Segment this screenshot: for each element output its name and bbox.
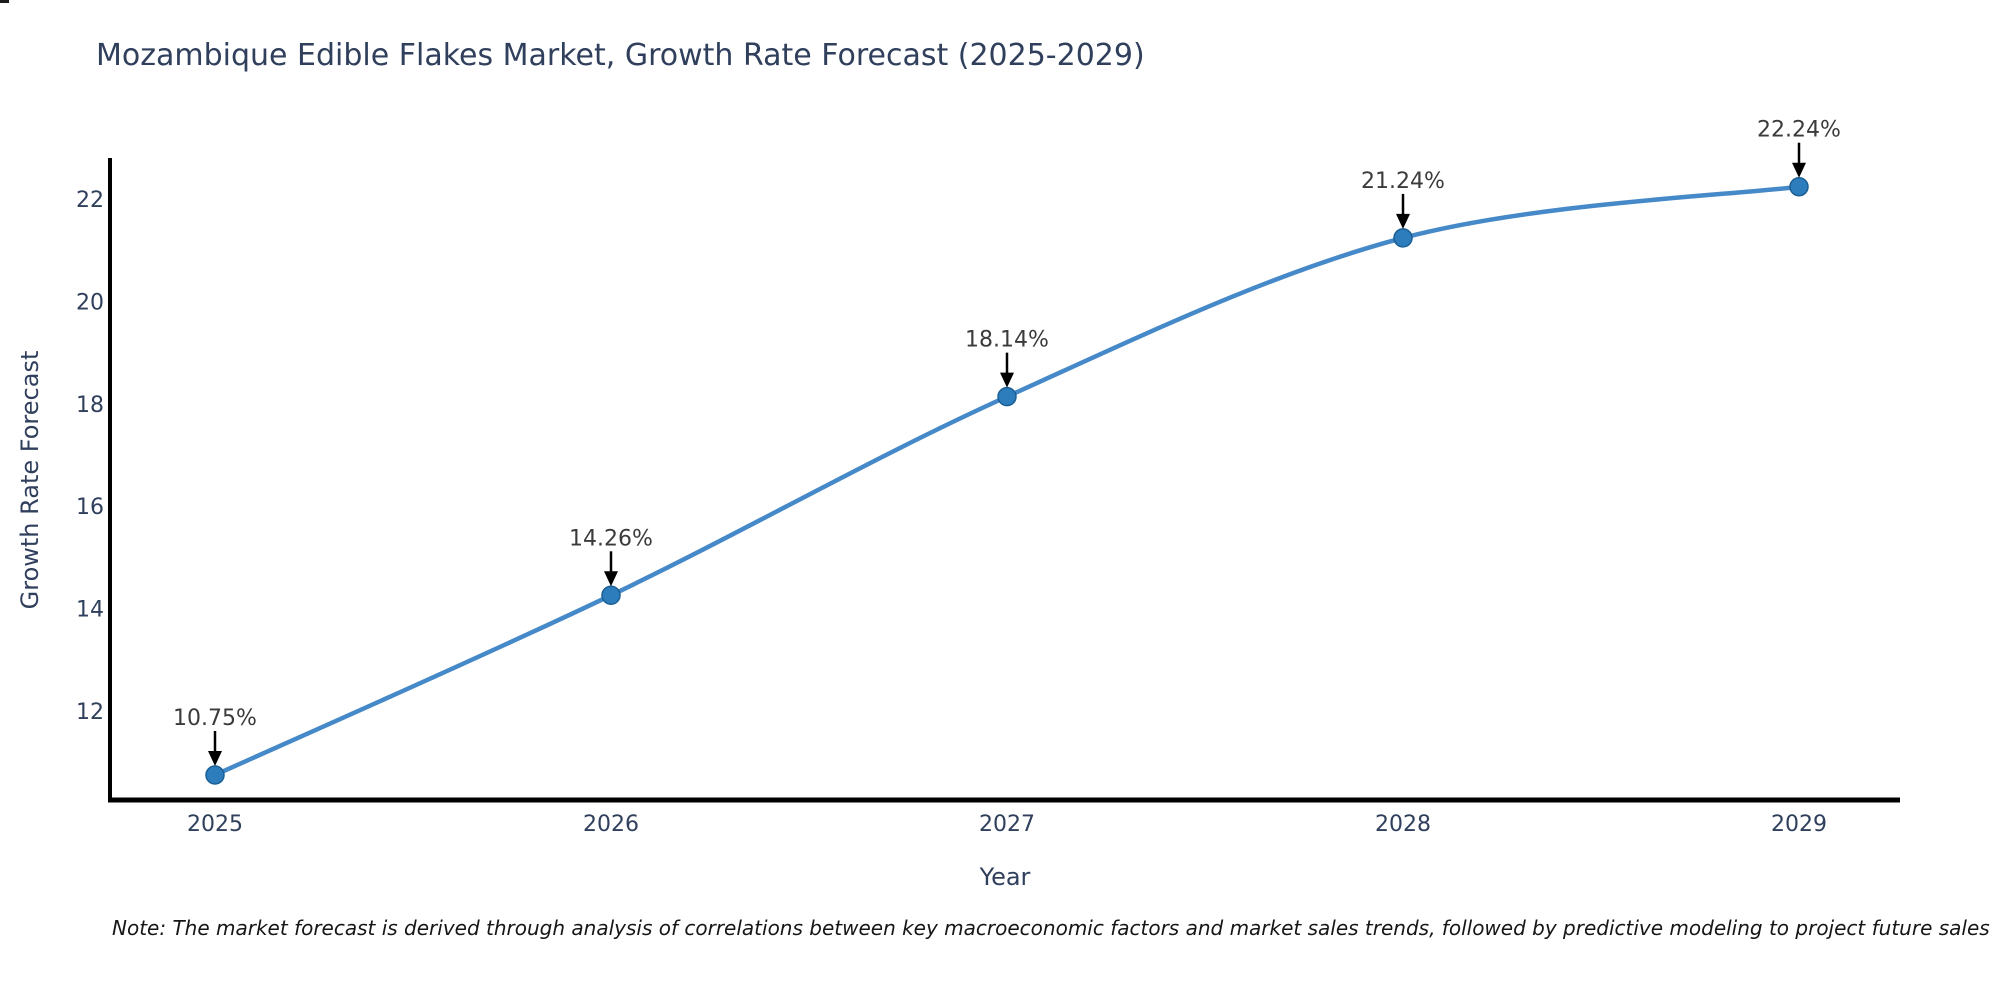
x-tick-label: 2029 xyxy=(1771,812,1827,837)
y-tick-label: 14 xyxy=(76,598,104,623)
data-label: 22.24% xyxy=(1757,118,1841,143)
annotation-arrow-head xyxy=(1792,162,1806,178)
y-axis-title: Growth Rate Forecast xyxy=(16,351,44,610)
chart-title: Mozambique Edible Flakes Market, Growth … xyxy=(96,38,1145,73)
y-tick-label: 12 xyxy=(76,700,104,725)
x-axis-title: Year xyxy=(979,863,1031,891)
data-point-marker xyxy=(601,585,621,606)
y-tick-label: 22 xyxy=(76,188,104,213)
annotation-arrow-head xyxy=(1000,372,1014,388)
x-tick-label: 2028 xyxy=(1375,812,1431,837)
y-tick-label: 20 xyxy=(76,290,104,315)
data-point-marker xyxy=(997,386,1017,407)
annotation-arrow-head xyxy=(1396,213,1410,229)
x-tick-label: 2026 xyxy=(583,812,639,837)
y-tick-label: 16 xyxy=(76,495,104,520)
series-line xyxy=(212,184,1802,778)
data-point-marker xyxy=(1393,228,1413,248)
data-label: 10.75% xyxy=(173,706,257,731)
y-tick-label: 18 xyxy=(76,393,104,418)
data-label: 18.14% xyxy=(965,328,1049,353)
x-tick-label: 2025 xyxy=(187,812,243,837)
annotation-arrow-head xyxy=(604,571,618,587)
data-point-marker xyxy=(205,765,225,785)
data-label: 14.26% xyxy=(569,526,653,551)
data-point-marker xyxy=(1789,176,1809,197)
data-label: 21.24% xyxy=(1361,169,1445,194)
corner-artifact xyxy=(0,0,9,3)
footnote: Note: The market forecast is derived thr… xyxy=(112,916,1990,940)
x-tick-label: 2027 xyxy=(979,812,1035,837)
annotation-arrow-head xyxy=(208,751,222,766)
